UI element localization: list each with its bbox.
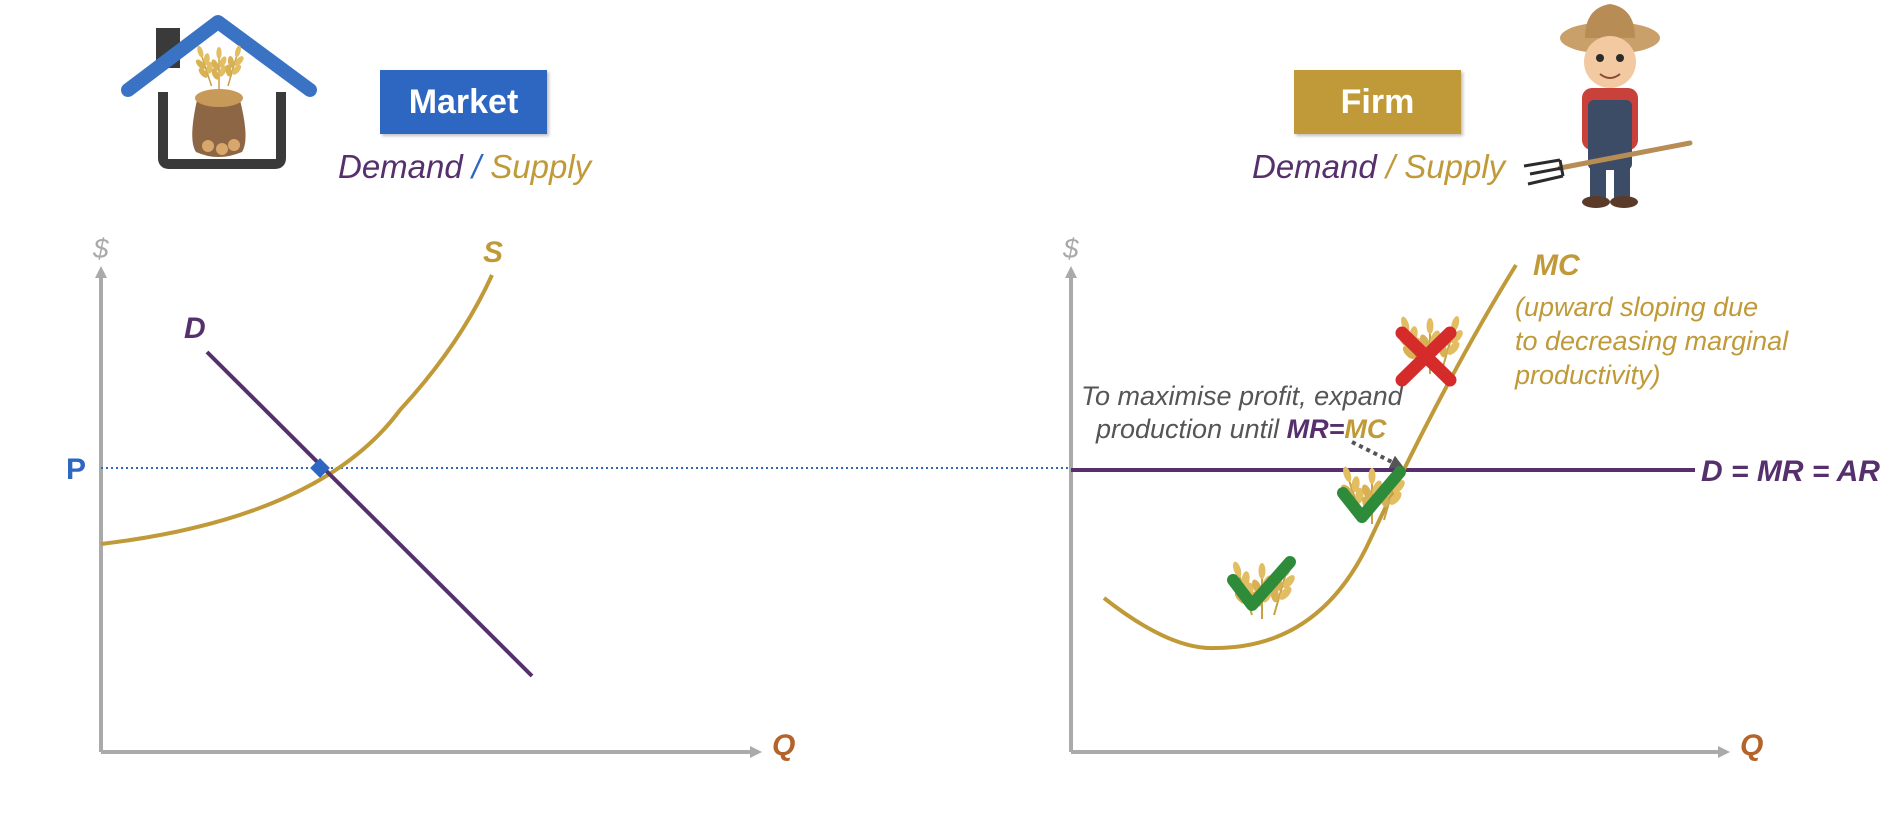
market-subtitle: Demand / Supply <box>338 148 591 186</box>
firm-y-axis-label: $ <box>1062 233 1079 264</box>
mc-label: MC <box>1533 249 1581 282</box>
annotation-mc: MC <box>1344 414 1386 444</box>
market-demand-curve <box>205 350 534 678</box>
check-icon <box>1337 466 1406 523</box>
farmer-icon <box>1560 4 1660 208</box>
mc-note-line-3: productivity) <box>1514 360 1661 390</box>
annotation-line-2: production until MR=MC <box>1095 414 1387 444</box>
cross-icon <box>1395 326 1457 387</box>
firm-subtitle-demand: Demand <box>1252 148 1377 185</box>
market-x-axis-label: Q <box>772 729 795 762</box>
firm-subtitle-separator: / <box>1385 148 1396 185</box>
annotation-arrow <box>1351 440 1405 469</box>
annotation-prefix: production until <box>1095 414 1287 444</box>
equilibrium-point <box>310 458 330 478</box>
firm-chart: $ Q D = MR = AR MC (upward sloping due t… <box>1062 233 1880 762</box>
mc-note-line-1: (upward sloping due <box>1515 292 1758 322</box>
market-demand-label: D <box>184 312 206 345</box>
market-chart: $ Q P S D <box>66 233 1075 762</box>
price-label: P <box>66 453 86 486</box>
firm-x-axis-label: Q <box>1740 729 1763 762</box>
market-badge: Market <box>380 70 547 134</box>
firm-subtitle: Demand / Supply <box>1252 148 1505 186</box>
annotation-mr: MR <box>1287 414 1329 444</box>
firm-subtitle-supply: Supply <box>1404 148 1506 185</box>
firm-demand-line-label: D = MR = AR <box>1701 455 1880 488</box>
market-subtitle-demand: Demand <box>338 148 463 185</box>
mc-note-line-2: to decreasing marginal <box>1515 326 1789 356</box>
market-subtitle-separator: / <box>471 148 482 185</box>
firm-badge: Firm <box>1294 70 1461 134</box>
mc-curve <box>1102 263 1518 651</box>
market-subtitle-supply: Supply <box>490 148 592 185</box>
market-supply-label: S <box>483 236 503 269</box>
market-supply-curve <box>100 274 494 546</box>
profit-annotation: To maximise profit, expand production un… <box>1081 381 1404 444</box>
house-icon <box>121 15 317 169</box>
check-icon <box>1227 556 1296 611</box>
market-y-axis-label: $ <box>92 233 109 264</box>
pitchfork-icon <box>1523 140 1693 186</box>
wheat-sack-icon <box>190 43 248 157</box>
annotation-line-1: To maximise profit, expand <box>1081 381 1404 411</box>
annotation-eq: = <box>1329 414 1345 444</box>
